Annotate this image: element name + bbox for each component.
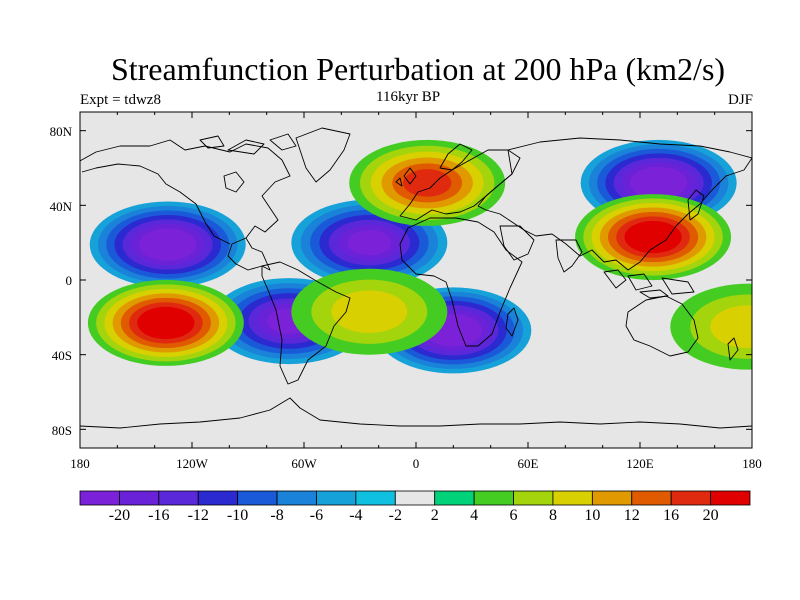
colorbar-tick-label: 8 [548, 507, 557, 524]
season-label: DJF [727, 92, 753, 108]
colorbar-swatch [119, 490, 160, 506]
colorbar-tick-label: -8 [270, 507, 284, 524]
colorbar-tick-label: -6 [309, 507, 324, 524]
contour-level [347, 230, 392, 256]
coastline-australia [625, 295, 699, 357]
y-tick-label: 80S [51, 423, 72, 438]
coastlines [80, 127, 752, 429]
contour-fill-layer [87, 139, 752, 374]
colorbar-tick-label: 10 [584, 507, 601, 524]
x-tick-label: 180 [742, 456, 762, 471]
colorbar-tick-label: -4 [349, 507, 363, 524]
colorbar-swatch [710, 490, 751, 506]
colorbar-swatch [394, 490, 436, 506]
colorbar-tick-label: 20 [702, 507, 719, 524]
colorbar-swatch [355, 490, 396, 506]
coastline-british-isles [395, 167, 417, 187]
y-tick-label: 0 [65, 273, 73, 288]
coastline-madagascar [505, 307, 519, 337]
contour-level [638, 171, 680, 195]
colorbar-swatch [316, 490, 357, 506]
coastline-scandinavia [439, 143, 473, 171]
experiment-label: Expt = tdwz8 [80, 92, 161, 108]
y-tick-label: 80N [49, 124, 72, 139]
time-period-label: 116kyr BP [376, 89, 441, 105]
contour-level [710, 305, 752, 348]
colorbar-tick-label: -2 [388, 507, 402, 524]
colorbar-swatch [158, 490, 199, 506]
colorbar-tick-label: -12 [187, 507, 209, 524]
colorbar-tick-label: 2 [430, 507, 439, 524]
coastline-hudson-bay [223, 171, 245, 193]
x-tick-label: 180 [70, 456, 90, 471]
plot-title: Streamfunction Perturbation at 200 hPa (… [110, 51, 726, 87]
contour-level [147, 232, 189, 257]
colorbar-tick-label: 6 [509, 507, 518, 524]
colorbar-tick-label: -10 [226, 507, 249, 524]
colorbar-tick-label: 16 [663, 507, 680, 524]
colorbar-swatch [513, 490, 554, 506]
colorbar-tick-label: -16 [148, 507, 170, 524]
x-tick-label: 60W [291, 456, 317, 471]
contour-level [403, 169, 452, 197]
y-tick-label: 40S [51, 348, 72, 363]
colorbar-swatch [670, 490, 711, 506]
colorbar-tick-label: -20 [108, 507, 131, 524]
y-tick-label: 40N [49, 199, 72, 214]
map-area [80, 112, 752, 448]
colorbar-swatch [237, 490, 278, 506]
colorbar-swatch [79, 490, 120, 506]
coastline-arabia [499, 225, 535, 261]
contour-level [632, 225, 674, 249]
coastline-arctic-islands [199, 133, 297, 155]
contour-cell-south-atlantic-high [291, 268, 448, 355]
colorbar-swatch [473, 490, 514, 506]
colorbar-swatch [631, 490, 672, 506]
contour-cell-asia-tropical-high [575, 194, 732, 281]
coastline-south-america [261, 261, 351, 385]
colorbar-swatch [434, 490, 475, 506]
coastline-indonesia [603, 269, 695, 299]
coastline-europe [399, 149, 521, 221]
coastline-antarctica [80, 397, 752, 429]
contour-cell-south-pacific-high [87, 279, 244, 366]
colorbar-swatch [276, 490, 317, 506]
coastline-greenland [295, 127, 351, 183]
colorbar [79, 490, 751, 506]
colorbar-swatch [197, 490, 239, 506]
x-tick-label: 60E [517, 456, 539, 471]
x-tick-label: 120E [626, 456, 654, 471]
coastline-north-america [80, 139, 291, 271]
contour-cell-north-pacific-low [89, 201, 246, 288]
coastline-asia [477, 137, 752, 271]
colorbar-swatch [552, 490, 593, 506]
colorbar-tick-label: 12 [623, 507, 640, 524]
x-tick-label: 0 [412, 456, 420, 471]
coastline-new-zealand [727, 337, 739, 361]
coastline-africa [399, 217, 523, 347]
contour-level [145, 311, 187, 335]
coastline-india [555, 239, 583, 273]
x-tick-label: 120W [176, 456, 208, 471]
coastline-japan [687, 189, 705, 221]
colorbar-swatch [591, 490, 633, 506]
colorbar-tick-label: 4 [470, 507, 479, 524]
axis-ticks [79, 112, 753, 448]
contour-level [331, 290, 408, 334]
